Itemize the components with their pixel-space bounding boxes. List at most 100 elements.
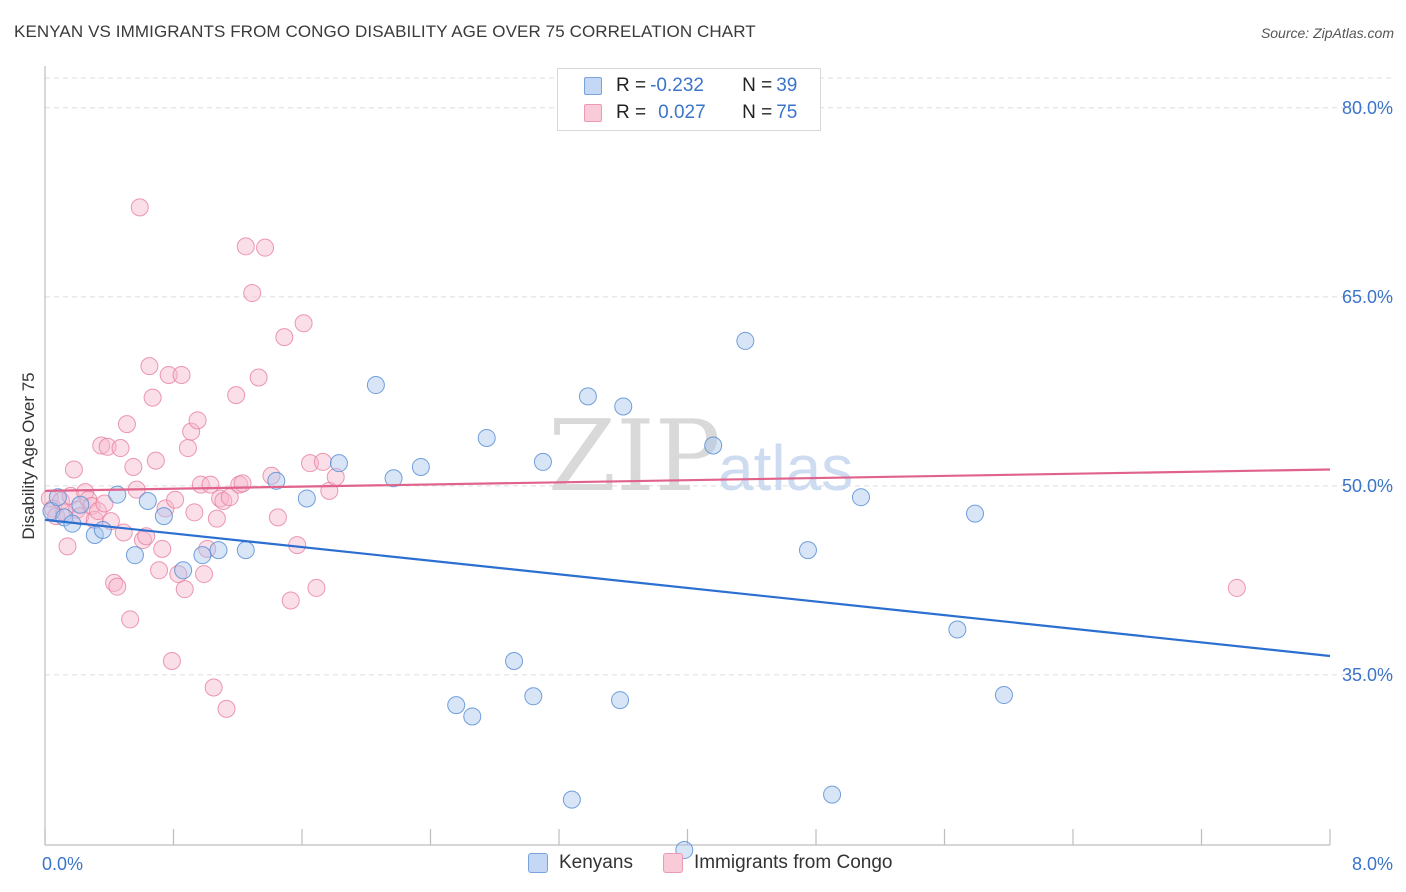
- kenyan-point: [505, 652, 524, 671]
- kenyan-point: [193, 546, 212, 565]
- chart-title: KENYAN VS IMMIGRANTS FROM CONGO DISABILI…: [14, 22, 756, 41]
- kenyan-point: [704, 436, 723, 455]
- congo-point: [256, 238, 275, 257]
- congo-point: [111, 439, 130, 458]
- congo-point: [140, 357, 159, 376]
- congo-point: [262, 466, 281, 485]
- kenyan-point: [736, 331, 755, 350]
- grid-lines: [45, 77, 1392, 676]
- congo-point: [58, 537, 77, 556]
- legend-item-kenyans: Kenyans: [528, 852, 633, 874]
- x-tick-label-min: 0.0%: [42, 854, 83, 874]
- kenyan-point: [823, 785, 842, 804]
- r-label: R =: [616, 102, 647, 123]
- kenyan-point: [384, 469, 403, 488]
- congo-point: [89, 502, 108, 521]
- kenyan-point: [125, 546, 144, 565]
- y-tick-label: 50.0%: [1342, 476, 1393, 496]
- congo-point: [236, 237, 255, 256]
- r-value: -0.232: [650, 75, 704, 96]
- congo-point: [143, 388, 162, 407]
- legend-swatch-pink: [662, 853, 683, 873]
- congo-point: [121, 610, 140, 629]
- kenyan-point: [614, 397, 633, 416]
- kenyan-point: [366, 376, 385, 395]
- congo-point: [249, 368, 268, 387]
- congo-point: [275, 328, 294, 347]
- kenyan-point: [463, 707, 482, 726]
- kenyan-point: [524, 687, 543, 706]
- kenyan-point: [611, 691, 630, 710]
- legend-label-kenyans: Kenyans: [559, 852, 633, 873]
- congo-point: [185, 503, 204, 522]
- congo-point: [98, 437, 117, 456]
- congo-point: [150, 561, 169, 580]
- congo-point: [92, 436, 111, 455]
- kenyan-point: [297, 489, 316, 508]
- congo-point: [130, 198, 149, 217]
- r-value: 0.027: [658, 102, 706, 123]
- legend-row-congo: R = 0.027 N = 75: [584, 100, 797, 126]
- kenyan-trend-line: [44, 518, 1331, 658]
- kenyan-point: [209, 541, 228, 560]
- kenyan-point: [154, 507, 173, 526]
- n-value: 39: [776, 75, 798, 96]
- congo-point: [204, 678, 223, 697]
- kenyan-point: [329, 454, 348, 473]
- congo-point: [1227, 578, 1246, 597]
- trend-lines: [44, 468, 1331, 658]
- kenyan-point: [267, 471, 286, 490]
- y-axis-label: Disability Age Over 75: [19, 372, 38, 539]
- congo-point: [227, 386, 246, 405]
- y-tick-labels: 35.0% 50.0% 65.0% 80.0%: [1342, 98, 1393, 685]
- kenyan-point: [236, 541, 255, 560]
- congo-point: [124, 457, 143, 476]
- legend-item-congo: Immigrants from Congo: [662, 852, 893, 874]
- watermark-zip: ZIP: [548, 400, 721, 514]
- legend-swatch-blue: [584, 77, 602, 95]
- source-credit: Source: ZipAtlas.com: [1260, 25, 1394, 41]
- kenyan-point: [138, 491, 157, 510]
- congo-point: [108, 577, 127, 596]
- kenyan-point: [533, 452, 552, 471]
- congo-point: [307, 578, 326, 597]
- kenyan-point: [966, 504, 985, 523]
- kenyan-point: [411, 457, 430, 476]
- correlation-legend: R = -0.232 N = 39 R = 0.027 N = 75: [557, 68, 821, 131]
- n-value: 75: [776, 102, 798, 123]
- series-legend: Kenyans Immigrants from Congo: [528, 852, 922, 874]
- congo-point: [217, 699, 236, 718]
- legend-label-congo: Immigrants from Congo: [693, 852, 893, 873]
- y-tick-label: 35.0%: [1342, 665, 1393, 685]
- legend-swatch-blue: [528, 853, 548, 873]
- kenyan-point: [71, 495, 90, 514]
- congo-point: [268, 508, 287, 527]
- congo-point: [182, 422, 201, 441]
- congo-trend-line: [44, 468, 1331, 492]
- n-label: N =: [742, 102, 773, 123]
- congo-point: [313, 452, 332, 471]
- congo-point: [146, 451, 165, 470]
- congo-point: [281, 591, 300, 610]
- kenyan-point: [48, 488, 67, 507]
- congo-point: [233, 474, 252, 493]
- x-tick-labels: 0.0% 8.0%: [42, 854, 1393, 874]
- congo-point: [294, 314, 313, 333]
- watermark: ZIP atlas: [548, 400, 853, 514]
- n-label: N =: [742, 75, 773, 96]
- congo-point: [159, 365, 178, 384]
- kenyan-point: [477, 428, 496, 447]
- kenyan-point: [447, 696, 466, 715]
- kenyan-point: [174, 561, 193, 580]
- congo-point: [166, 490, 185, 509]
- congo-point: [172, 365, 191, 384]
- congo-point: [207, 509, 226, 528]
- congo-point: [301, 454, 320, 473]
- y-tick-label: 80.0%: [1342, 98, 1393, 118]
- congo-point: [175, 580, 194, 599]
- congo-point: [153, 539, 172, 558]
- congo-point: [64, 460, 83, 479]
- congo-point: [188, 411, 207, 430]
- kenyan-point: [562, 790, 581, 809]
